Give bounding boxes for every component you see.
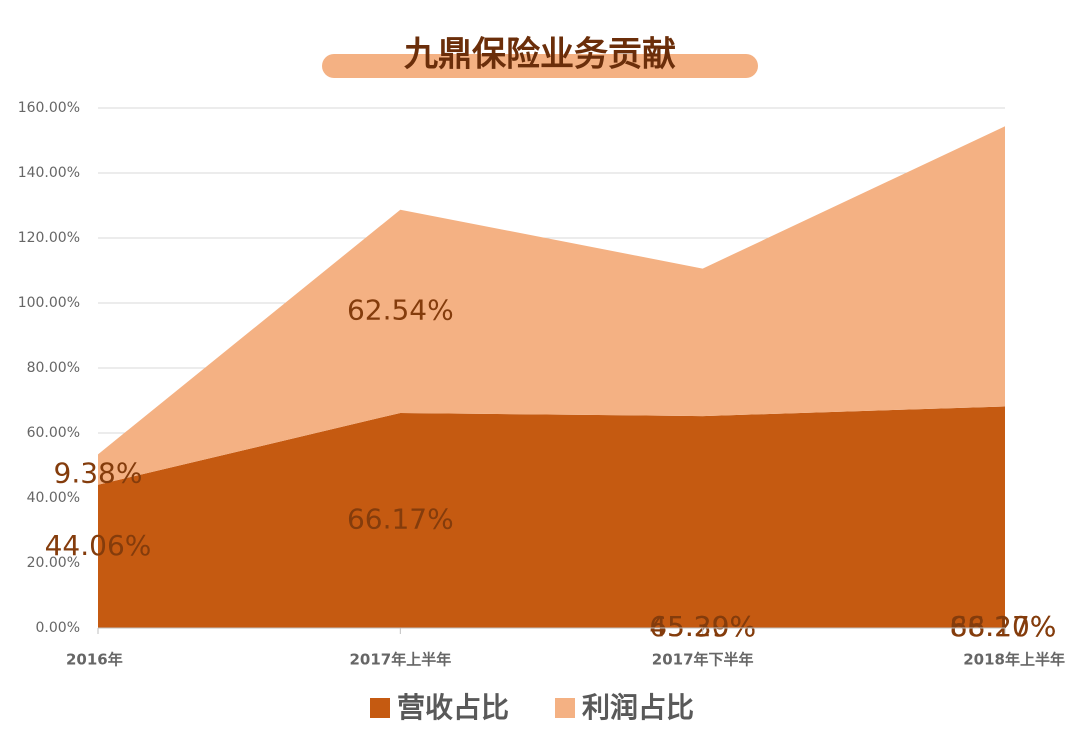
legend-label: 利润占比 xyxy=(582,691,694,724)
area xyxy=(98,406,1005,628)
legend-swatch xyxy=(370,698,390,718)
y-tick-label: 60.00% xyxy=(27,425,80,441)
value-label: 65.20% xyxy=(649,610,756,643)
y-tick-label: 140.00% xyxy=(18,165,80,181)
y-tick-label: 80.00% xyxy=(27,360,80,376)
legend-swatch xyxy=(555,698,575,718)
y-tick-label: 160.00% xyxy=(18,100,80,116)
value-label: 62.54% xyxy=(347,293,454,326)
value-label: 9.38% xyxy=(54,456,143,489)
y-tick-label: 20.00% xyxy=(27,555,80,571)
y-tick-label: 0.00% xyxy=(36,620,80,636)
value-label: 44.06% xyxy=(45,529,152,562)
x-tick-label: 2016年 xyxy=(66,651,123,669)
value-label: 66.17% xyxy=(347,502,454,535)
x-tick-label: 2017年上半年 xyxy=(349,651,451,669)
value-label: 45.39% xyxy=(649,610,756,643)
y-tick-label: 100.00% xyxy=(18,295,80,311)
title-pill xyxy=(322,54,758,78)
legend-label: 营收占比 xyxy=(397,691,509,724)
y-tick-label: 40.00% xyxy=(27,490,80,506)
y-tick-label: 120.00% xyxy=(18,230,80,246)
area xyxy=(98,126,1005,485)
value-label: 86.20% xyxy=(950,610,1057,643)
value-label: 68.17% xyxy=(950,610,1057,643)
x-tick-label: 2017年下半年 xyxy=(652,651,754,669)
x-tick-label: 2018年上半年 xyxy=(963,651,1065,669)
chart-title: 九鼎保险业务贡献 xyxy=(404,35,676,75)
